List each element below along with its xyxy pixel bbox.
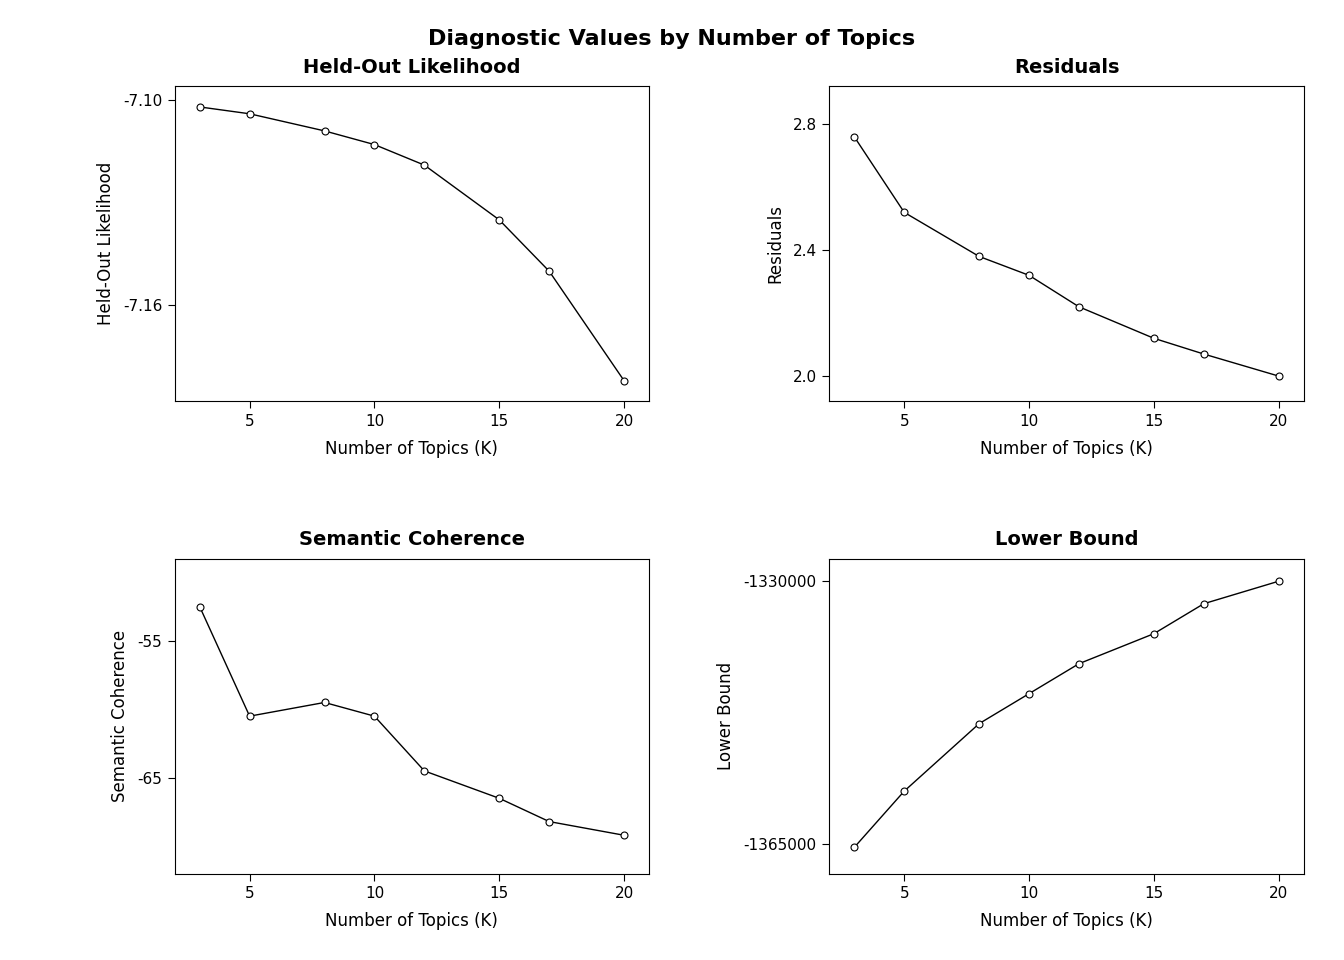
Y-axis label: Lower Bound: Lower Bound: [718, 662, 735, 770]
Y-axis label: Residuals: Residuals: [766, 204, 785, 283]
Y-axis label: Semantic Coherence: Semantic Coherence: [112, 630, 129, 803]
Text: Diagnostic Values by Number of Topics: Diagnostic Values by Number of Topics: [429, 29, 915, 49]
Title: Residuals: Residuals: [1013, 58, 1120, 77]
X-axis label: Number of Topics (K): Number of Topics (K): [325, 912, 499, 930]
Y-axis label: Held-Out Likelihood: Held-Out Likelihood: [97, 162, 114, 325]
Title: Held-Out Likelihood: Held-Out Likelihood: [304, 58, 520, 77]
Title: Lower Bound: Lower Bound: [995, 530, 1138, 549]
X-axis label: Number of Topics (K): Number of Topics (K): [980, 912, 1153, 930]
X-axis label: Number of Topics (K): Number of Topics (K): [325, 440, 499, 458]
Title: Semantic Coherence: Semantic Coherence: [298, 530, 526, 549]
X-axis label: Number of Topics (K): Number of Topics (K): [980, 440, 1153, 458]
